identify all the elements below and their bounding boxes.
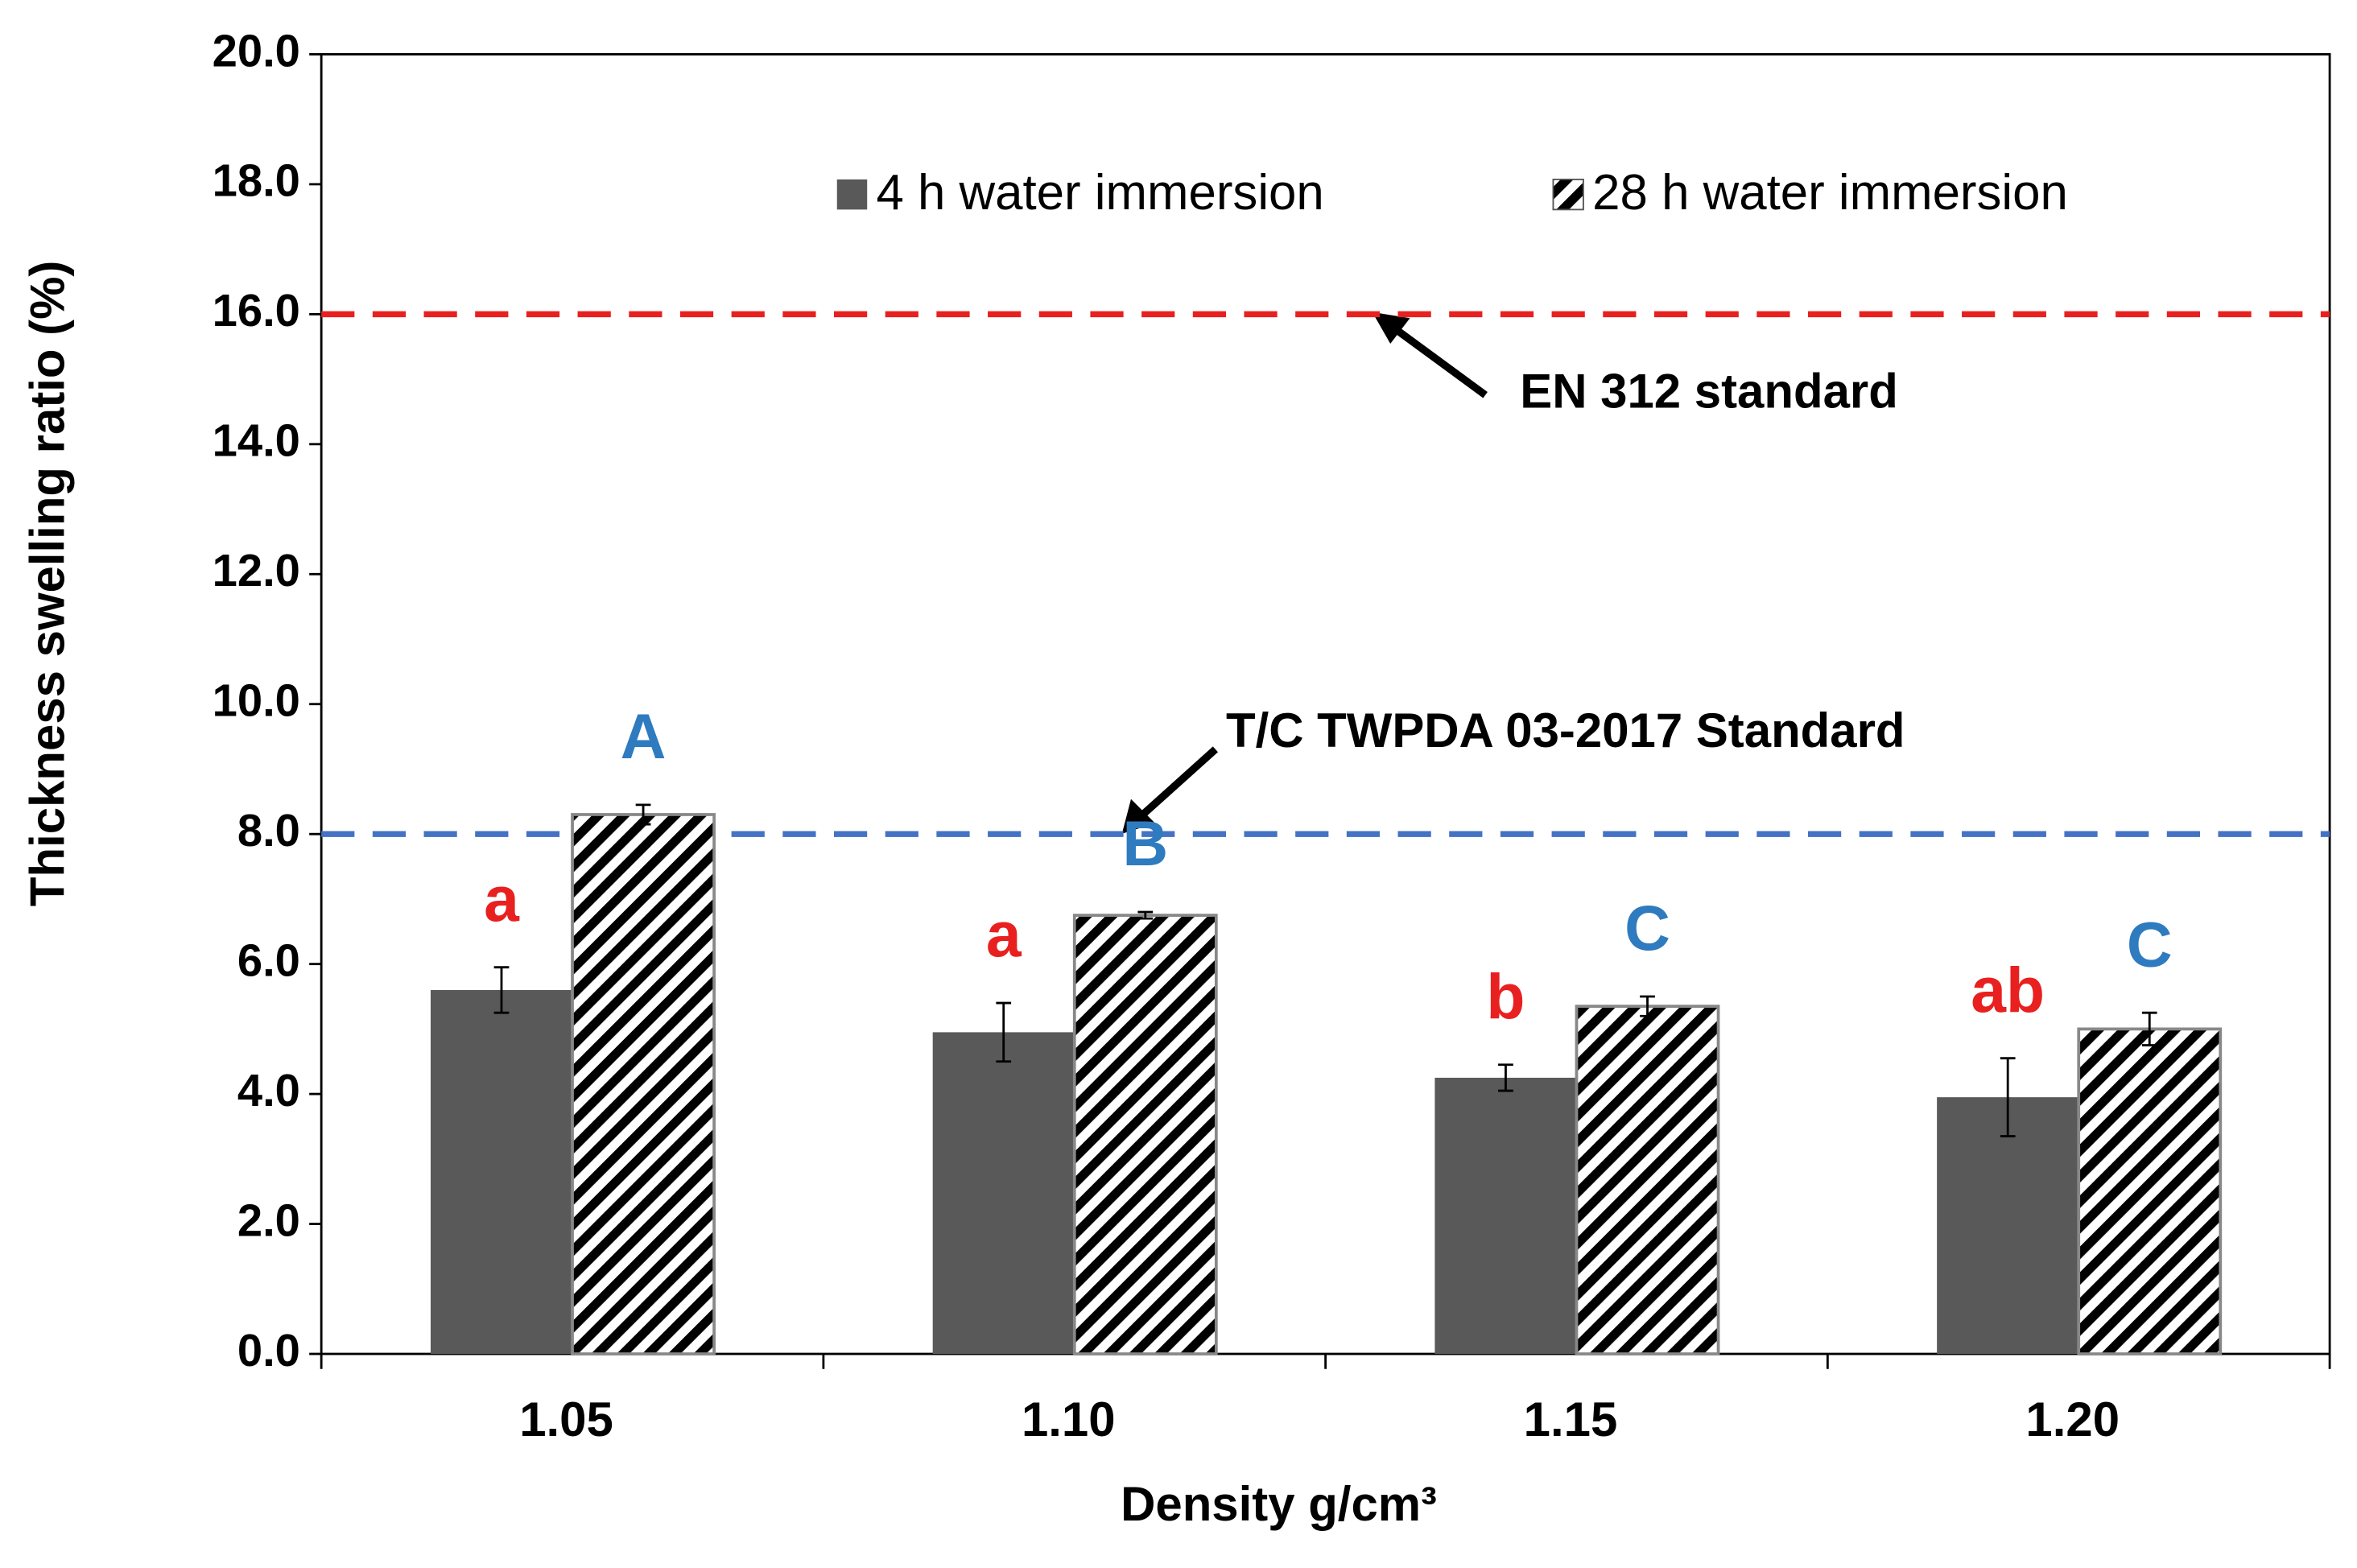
legend-label: 28 h water immersion [1592,165,2068,221]
bar [932,1032,1075,1355]
x-tick-label: 1.05 [519,1393,613,1446]
legend-swatch [836,179,868,210]
x-tick-label: 1.15 [1524,1393,1618,1446]
error-bar [635,803,651,826]
y-tick-label: 6.0 [237,935,300,985]
group-letter: C [1624,893,1670,963]
x-tick-label: 1.20 [2025,1393,2120,1446]
y-tick-label: 2.0 [237,1195,300,1245]
bar [1072,914,1218,1355]
y-tick-label: 18.0 [213,155,300,206]
annotation-arrows [1121,312,1488,834]
arrow [1138,746,1219,819]
bar [2077,1027,2223,1355]
error-bar [1640,995,1655,1017]
bar [430,989,573,1355]
group-letter: a [986,899,1022,970]
group-letter: b [1486,961,1525,1032]
arrowhead [1121,798,1155,834]
y-tick-label: 10.0 [213,675,300,726]
group-letter: ab [1971,955,2045,1025]
y-tick-label: 20.0 [213,25,300,76]
error-bar [1137,910,1154,920]
group-letter: A [621,701,667,772]
bar [1434,1077,1577,1355]
arrow [1393,325,1488,398]
bar [571,813,716,1355]
group-letter: a [484,864,520,935]
reference-label: T/C TWPDA 03-2017 Standard [1226,704,1905,757]
bar [1937,1097,2079,1355]
legend-swatch [1552,178,1584,211]
y-tick-label: 8.0 [237,805,300,856]
error-bar [2000,1057,2016,1137]
group-letter: B [1122,808,1168,879]
arrowhead [1372,312,1410,345]
y-tick-label: 16.0 [213,285,300,336]
reference-label: EN 312 standard [1520,365,1898,419]
x-tick-label: 1.10 [1022,1393,1116,1446]
error-bar [1498,1063,1513,1092]
error-bar [2141,1011,2157,1046]
y-tick-label: 4.0 [237,1065,300,1116]
y-tick-label: 12.0 [213,545,300,596]
x-axis-title: Density g/cm³ [1121,1477,1437,1531]
y-tick-label: 14.0 [213,415,300,466]
y-axis-title: Thickness swelling ratio (%) [21,261,75,906]
y-tick-label: 0.0 [237,1325,300,1376]
error-bar [493,966,510,1014]
legend-label: 4 h water immersion [876,165,1323,221]
bar [1575,1005,1720,1355]
group-letter: C [2127,909,2173,980]
error-bar [996,1001,1012,1063]
